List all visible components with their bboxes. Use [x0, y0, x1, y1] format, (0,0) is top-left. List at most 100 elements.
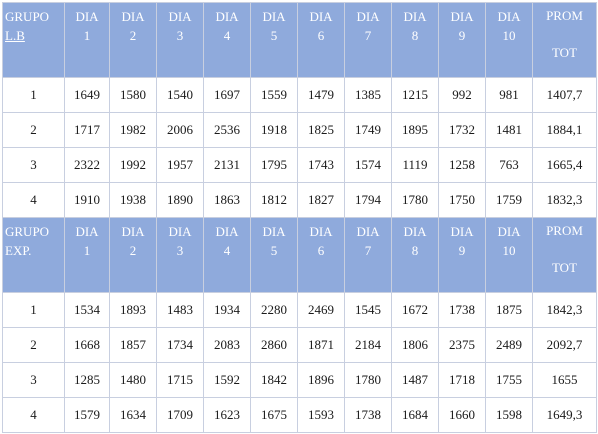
header-text: L.B: [5, 28, 25, 43]
header-text: 6: [317, 243, 325, 258]
value-cell: 1675: [250, 397, 298, 433]
value-cell: 1579: [64, 397, 110, 433]
value-cell: 1592: [203, 362, 251, 398]
header-text: 1: [83, 243, 91, 258]
value-cell: 1684: [391, 397, 439, 433]
header-text: 4: [223, 243, 231, 258]
value-cell: 1827: [297, 182, 345, 218]
table1-header-row: GRUPO L.B DIA 1 DIA 2 DIA 3 DIA 4 DIA 5 DIA 6 …: [2, 2, 597, 78]
table2-day-header: DIA 7: [344, 217, 392, 293]
table2-day-header: DIA 1: [64, 217, 110, 293]
value-cell: 1545: [344, 292, 392, 328]
table2-prom-header: PROM TOT: [532, 217, 597, 293]
value-cell: 1918: [250, 112, 298, 148]
value-cell: 981: [485, 77, 533, 113]
value-cell: 1559: [250, 77, 298, 113]
prom-cell: 1665,4: [532, 147, 597, 183]
value-cell: 1634: [109, 397, 157, 433]
value-cell: 1755: [485, 362, 533, 398]
table1-day-header: DIA 1: [64, 2, 110, 78]
value-cell: 2375: [438, 327, 486, 363]
value-cell: 1780: [344, 362, 392, 398]
table-row: 3 1285 1480 1715 1592 1842 1896 1780 1487 1718 175…: [2, 362, 597, 398]
value-cell: 1875: [485, 292, 533, 328]
value-cell: 2006: [156, 112, 204, 148]
table1-day-header: DIA 2: [109, 2, 157, 78]
prom-cell: 1832,3: [532, 182, 597, 218]
table2-day-header: DIA 9: [438, 217, 486, 293]
header-text: DIA: [403, 224, 427, 239]
table1-day-header: DIA 7: [344, 2, 392, 78]
header-text: DIA: [356, 224, 380, 239]
value-cell: 1481: [485, 112, 533, 148]
value-cell: 1215: [391, 77, 439, 113]
header-text: 7: [364, 243, 372, 258]
value-cell: 1938: [109, 182, 157, 218]
prom-cell: 1884,1: [532, 112, 597, 148]
header-text: 8: [411, 28, 419, 43]
group-cell: 2: [2, 327, 65, 363]
value-cell: 1258: [438, 147, 486, 183]
value-cell: 1593: [297, 397, 345, 433]
value-cell: 1718: [438, 362, 486, 398]
value-cell: 2083: [203, 327, 251, 363]
table1-day-header: DIA 4: [203, 2, 251, 78]
value-cell: 1717: [64, 112, 110, 148]
value-cell: 1893: [109, 292, 157, 328]
value-cell: 1672: [391, 292, 439, 328]
header-text: DIA: [75, 9, 99, 24]
header-text: DIA: [215, 224, 239, 239]
value-cell: 1759: [485, 182, 533, 218]
table1-day-header: DIA 9: [438, 2, 486, 78]
value-cell: 1540: [156, 77, 204, 113]
table1-group-header: GRUPO L.B: [2, 2, 65, 78]
group-cell: 4: [2, 397, 65, 433]
value-cell: 1487: [391, 362, 439, 398]
prom-cell: 1655: [532, 362, 597, 398]
table2-day-header: DIA 3: [156, 217, 204, 293]
prom-cell: 1842,3: [532, 292, 597, 328]
value-cell: 2184: [344, 327, 392, 363]
group-cell: 1: [2, 77, 65, 113]
header-text: DIA: [215, 9, 239, 24]
group-cell: 3: [2, 147, 65, 183]
header-text: 3: [176, 28, 184, 43]
value-cell: 992: [438, 77, 486, 113]
table1-day-header: DIA 5: [250, 2, 298, 78]
header-text: 5: [270, 243, 278, 258]
header-text: DIA: [168, 224, 192, 239]
table2-day-header: DIA 6: [297, 217, 345, 293]
value-cell: 1479: [297, 77, 345, 113]
table1-day-header: DIA 6: [297, 2, 345, 78]
prom-cell: 1407,7: [532, 77, 597, 113]
value-cell: 2489: [485, 327, 533, 363]
table-row: 4 1910 1938 1890 1863 1812 1827 1794 1780 1750 175…: [2, 182, 597, 218]
value-cell: 1812: [250, 182, 298, 218]
table1-day-header: DIA 8: [391, 2, 439, 78]
header-text: 6: [317, 28, 325, 43]
value-cell: 1750: [438, 182, 486, 218]
table2-day-header: DIA 5: [250, 217, 298, 293]
header-text: DIA: [450, 224, 474, 239]
value-cell: 2860: [250, 327, 298, 363]
value-cell: 1806: [391, 327, 439, 363]
value-cell: 1385: [344, 77, 392, 113]
value-cell: 1780: [391, 182, 439, 218]
value-cell: 2280: [250, 292, 298, 328]
prom-cell: 2092,7: [532, 327, 597, 363]
value-cell: 1863: [203, 182, 251, 218]
value-cell: 1749: [344, 112, 392, 148]
table-row: 2 1668 1857 1734 2083 2860 1871 2184 1806 2375 248…: [2, 327, 597, 363]
header-text: TOT: [551, 260, 578, 275]
value-cell: 1957: [156, 147, 204, 183]
header-text: DIA: [262, 224, 286, 239]
table2-day-header: DIA 8: [391, 217, 439, 293]
value-cell: 1709: [156, 397, 204, 433]
table-row: 2 1717 1982 2006 2536 1918 1825 1749 1895 1732 148…: [2, 112, 597, 148]
header-text: DIA: [356, 9, 380, 24]
group-cell: 2: [2, 112, 65, 148]
header-text: 3: [176, 243, 184, 258]
header-text: DIA: [262, 9, 286, 24]
header-text: 1: [83, 28, 91, 43]
